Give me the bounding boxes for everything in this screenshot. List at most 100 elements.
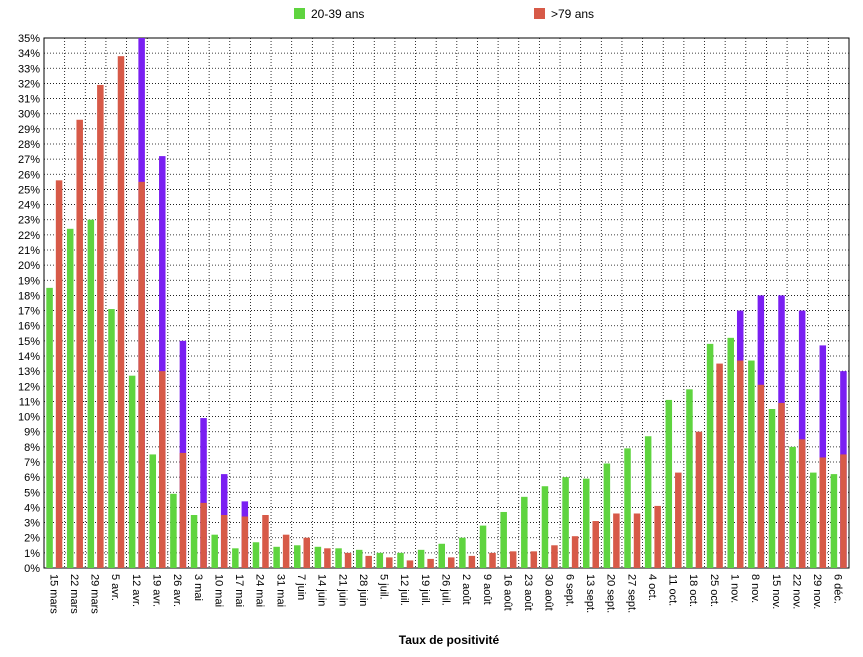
x-tick-label: 29 nov.	[811, 574, 823, 609]
x-tick-label: 5 avr.	[109, 574, 121, 601]
bar-20-39	[521, 496, 528, 568]
bar-20-39	[314, 546, 322, 568]
bar-over-79	[179, 452, 187, 568]
y-tick-label: 33%	[18, 63, 40, 75]
x-tick-label: 22 nov.	[790, 574, 802, 609]
bar-over-79	[489, 552, 496, 568]
y-tick-label: 1%	[24, 548, 40, 560]
x-tick-label: 31 mai	[274, 574, 286, 607]
bar-20-39	[87, 219, 95, 568]
bar-over-79	[406, 560, 414, 568]
bar-20-39	[541, 486, 549, 568]
x-tick-label: 10 mai	[212, 574, 224, 607]
bar-20-39	[582, 478, 590, 568]
y-tick-label: 23%	[18, 215, 40, 227]
x-tick-label: 12 avr.	[130, 574, 142, 607]
y-tick-label: 9%	[24, 427, 40, 439]
bars	[46, 38, 847, 569]
y-tick-label: 25%	[18, 184, 40, 196]
bar-20-39	[479, 525, 487, 568]
bar-over-79	[819, 457, 827, 568]
bar-over-79-overlay	[200, 418, 207, 568]
bar-20-39	[190, 515, 198, 568]
bar-over-79	[675, 472, 682, 568]
x-tick-label: 4 oct.	[646, 574, 658, 601]
bar-20-39	[252, 542, 260, 568]
legend: 20-39 ans >79 ans	[294, 7, 594, 21]
y-tick-label: 4%	[24, 502, 40, 514]
y-tick-label: 22%	[18, 230, 40, 242]
x-tick-label: 6 sept.	[563, 574, 575, 607]
bar-over-79	[365, 555, 372, 568]
y-tick-label: 34%	[18, 48, 40, 60]
bar-20-39	[170, 493, 177, 568]
bar-over-79	[633, 513, 641, 568]
y-tick-label: 14%	[18, 351, 40, 363]
x-tick-label: 13 sept.	[584, 574, 596, 613]
bar-20-39	[335, 548, 342, 568]
x-tick-label: 17 mai	[233, 574, 245, 607]
bar-20-39	[686, 389, 693, 568]
y-tick-label: 12%	[18, 381, 40, 393]
bar-20-39	[706, 343, 714, 568]
y-tick-label: 28%	[18, 139, 40, 151]
bar-over-79	[695, 431, 703, 568]
bar-20-39	[149, 454, 157, 568]
x-tick-label: 11 oct.	[667, 574, 679, 606]
x-axis-ticks: 15 mars 22 mars 29 mars 5 avr. 12 avr. 19 avr…	[47, 574, 843, 614]
bar-over-79-overlay	[819, 345, 827, 568]
x-tick-label: 19 avr.	[151, 574, 163, 607]
bar-over-79	[200, 502, 207, 568]
bar-20-39	[500, 511, 507, 568]
bar-over-79	[76, 119, 83, 569]
bar-over-79	[344, 552, 352, 568]
bar-over-79	[613, 513, 620, 568]
bar-over-79	[716, 363, 723, 568]
y-tick-label: 0%	[24, 563, 40, 575]
bar-over-79	[551, 545, 558, 568]
bar-over-79	[97, 84, 104, 568]
y-tick-label: 26%	[18, 169, 40, 181]
y-tick-label: 6%	[24, 472, 40, 484]
y-tick-label: 3%	[24, 518, 40, 530]
bar-over-79	[55, 180, 63, 569]
bar-over-79	[262, 515, 269, 568]
bar-20-39	[603, 463, 611, 568]
bar-20-39	[128, 375, 136, 568]
y-tick-label: 7%	[24, 457, 40, 469]
bar-over-79	[654, 505, 661, 568]
bar-over-79	[241, 516, 249, 568]
x-tick-label: 24 mai	[254, 574, 266, 607]
bar-20-39	[397, 552, 404, 568]
x-tick-label: 29 mars	[89, 574, 101, 614]
y-tick-label: 18%	[18, 290, 40, 302]
x-tick-label: 1 nov.	[728, 574, 740, 603]
bar-over-79	[592, 521, 599, 568]
bar-20-39	[562, 477, 569, 568]
bar-over-79	[798, 439, 806, 568]
y-tick-label: 17%	[18, 306, 40, 318]
y-tick-label: 11%	[19, 396, 40, 408]
bar-20-39	[355, 549, 363, 568]
bar-over-79	[509, 551, 517, 568]
bar-over-79	[757, 384, 765, 568]
x-tick-label: 20 sept.	[605, 574, 617, 613]
x-tick-label: 14 juin	[316, 574, 328, 606]
y-tick-label: 13%	[18, 366, 40, 378]
bar-20-39	[46, 287, 53, 568]
y-tick-label: 35%	[18, 33, 40, 45]
x-tick-label: 30 août	[543, 574, 555, 611]
y-tick-label: 8%	[24, 442, 40, 454]
x-tick-label: 21 juin	[336, 574, 348, 606]
x-tick-label: 15 mars	[47, 574, 59, 614]
x-tick-label: 26 avr.	[171, 574, 183, 607]
y-tick-label: 10%	[18, 412, 40, 424]
bar-over-79	[468, 555, 476, 568]
x-tick-label: 15 nov.	[770, 574, 782, 609]
bar-over-79	[840, 454, 847, 568]
legend-swatch	[534, 8, 545, 19]
x-tick-label: 2 août	[460, 574, 472, 605]
bar-20-39	[768, 409, 776, 568]
y-tick-label: 30%	[18, 109, 40, 121]
